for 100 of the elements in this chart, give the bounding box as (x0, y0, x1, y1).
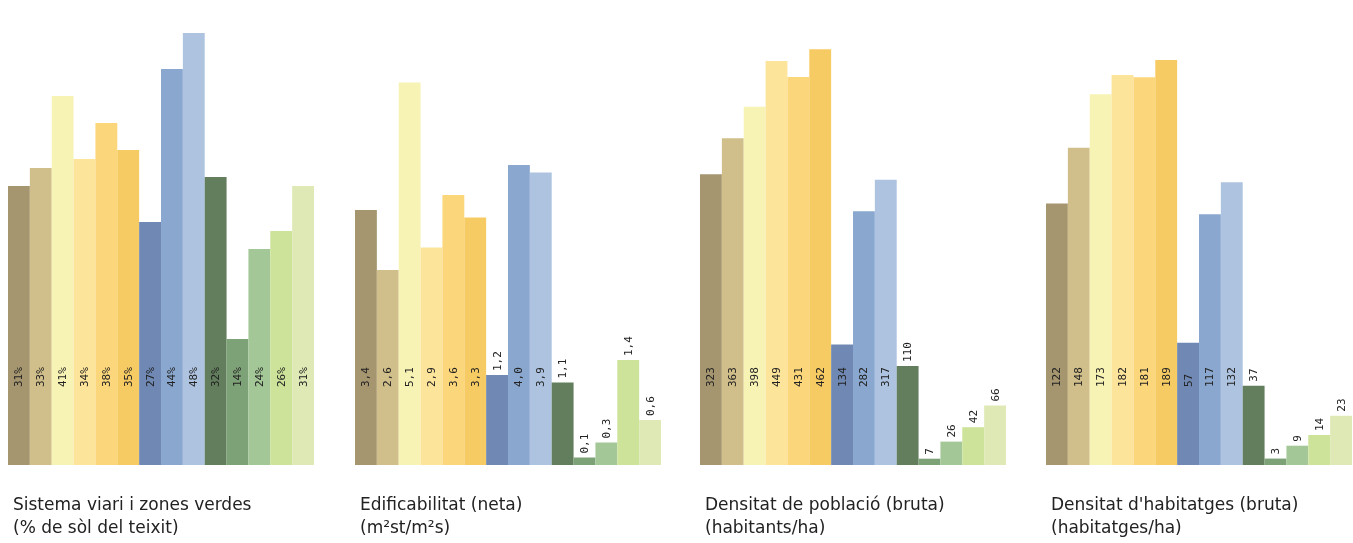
bar (1133, 77, 1156, 465)
data-label: 148 (1072, 367, 1086, 387)
bar (204, 177, 227, 465)
data-label: 5,1 (403, 367, 417, 387)
data-label: 117 (1203, 367, 1217, 387)
data-label: 122 (1050, 367, 1064, 387)
data-label: 42 (966, 409, 980, 424)
data-label: 27% (143, 366, 157, 387)
bar (1155, 60, 1178, 465)
bar (248, 249, 271, 465)
data-label: 323 (704, 367, 718, 387)
bar (721, 138, 744, 465)
bar (29, 168, 52, 465)
text: (habitants/ha) (705, 516, 826, 537)
data-label: 26% (274, 366, 288, 387)
data-label: 48% (187, 366, 201, 387)
data-label: 7 (923, 448, 936, 455)
bar (831, 344, 853, 465)
data-label: 173 (1094, 367, 1108, 387)
data-label: 134 (835, 366, 849, 387)
bar (1199, 214, 1221, 465)
data-label: 431 (791, 367, 805, 387)
bar (117, 150, 140, 465)
data-label: 66 (988, 388, 1002, 402)
data-label: 398 (748, 367, 762, 387)
data-label: 182 (1116, 367, 1129, 387)
bar (182, 33, 205, 465)
data-label: 317 (879, 367, 893, 387)
bar (442, 195, 465, 465)
bar (1330, 415, 1352, 465)
bar (1308, 435, 1331, 465)
bar (398, 82, 421, 465)
bar (617, 360, 640, 465)
data-label: 26 (944, 424, 958, 438)
bar (1089, 94, 1112, 465)
bar (73, 159, 96, 465)
data-label: 462 (813, 367, 827, 387)
bar (639, 420, 661, 465)
data-label: 3 (1269, 447, 1282, 455)
data-label: 363 (726, 367, 740, 387)
text: Edificabilitat (neta) (360, 493, 523, 514)
bar (853, 211, 875, 465)
data-label: 31% (296, 366, 310, 387)
bar (743, 106, 766, 465)
data-label: 3,4 (359, 366, 373, 387)
data-label: 44% (165, 366, 179, 387)
bar (787, 77, 810, 465)
data-label: 34% (78, 366, 91, 387)
data-label: 33% (34, 366, 48, 387)
bar (940, 441, 963, 465)
data-label: 38% (99, 366, 113, 387)
data-label: 14% (231, 366, 244, 387)
data-label: 3,6 (446, 367, 460, 387)
bar (1067, 147, 1090, 465)
bar (896, 366, 919, 465)
bar (464, 217, 487, 465)
data-label: 2,9 (425, 367, 438, 387)
data-label: 0,3 (599, 418, 613, 439)
bar (984, 405, 1006, 465)
bar (51, 96, 74, 465)
data-label: 0,1 (578, 433, 591, 454)
text: (m²st/m²s) (360, 516, 451, 537)
data-label: 23 (1334, 398, 1348, 412)
bar (508, 165, 530, 465)
data-label: 1,4 (621, 335, 635, 356)
data-label: 1,1 (556, 358, 570, 379)
data-label: 282 (857, 367, 871, 387)
data-label: 24% (252, 366, 266, 387)
data-label: 41% (56, 366, 70, 387)
text: Densitat de població (bruta) (705, 493, 945, 514)
data-label: 37 (1247, 368, 1261, 382)
bar (918, 458, 941, 465)
data-label: 110 (901, 342, 915, 362)
bar (95, 123, 118, 465)
bar (595, 442, 618, 465)
data-label: 57 (1181, 373, 1195, 387)
bar (1111, 75, 1134, 465)
bar (529, 172, 552, 465)
bar (874, 179, 897, 465)
data-label: 0,6 (643, 396, 657, 416)
data-label: 9 (1290, 435, 1304, 442)
bar (962, 427, 985, 465)
data-label: 3,3 (468, 367, 482, 387)
data-label: 1,2 (490, 351, 504, 371)
bar (161, 69, 183, 465)
data-label: 35% (121, 366, 135, 387)
data-label: 181 (1137, 367, 1151, 387)
bar (270, 231, 293, 465)
bar (1177, 342, 1199, 465)
text: (habitatges/ha) (1051, 516, 1182, 537)
bar (700, 174, 722, 465)
bar (226, 339, 249, 465)
data-label: 2,6 (381, 367, 395, 387)
bar (420, 247, 443, 465)
data-label: 31% (12, 366, 26, 387)
bar (486, 375, 508, 465)
bar (292, 186, 314, 465)
bar (573, 457, 596, 465)
data-label: 132 (1225, 367, 1239, 387)
bar (1242, 385, 1265, 465)
